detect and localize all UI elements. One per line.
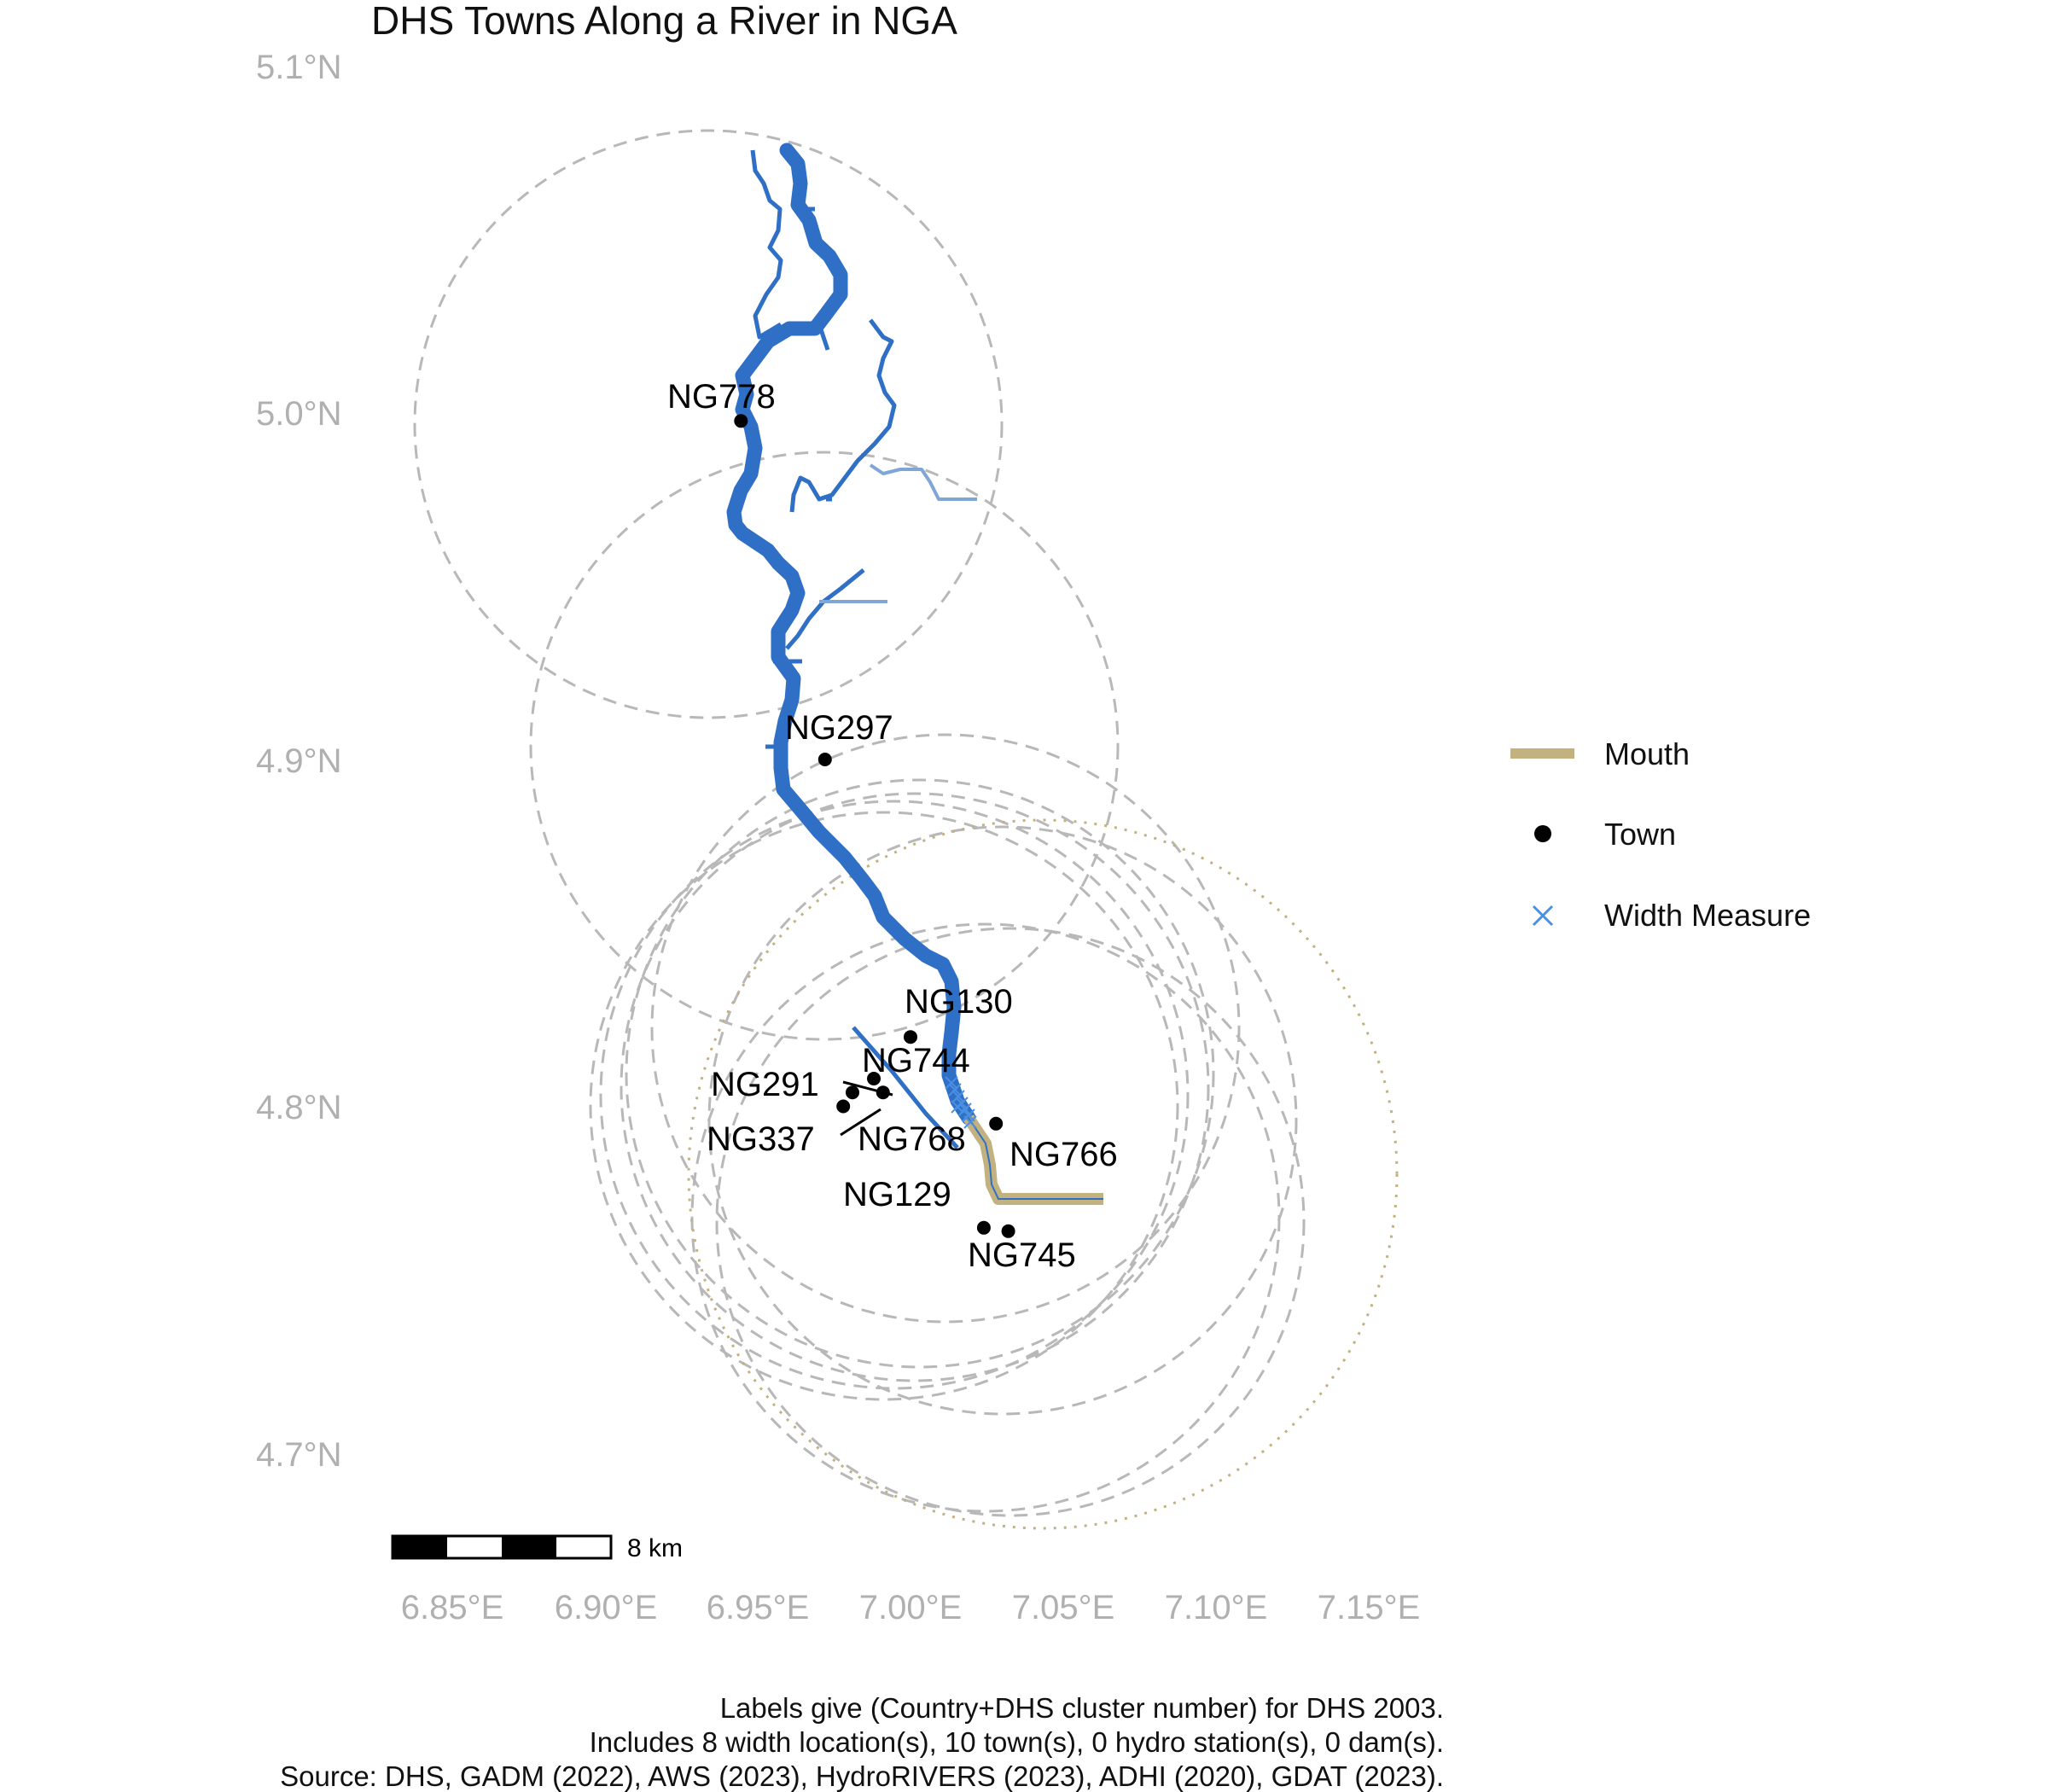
town-label-ng130: NG130 (905, 983, 1013, 1021)
map-title: DHS Towns Along a River in NGA (371, 0, 957, 43)
town-label-ng766: NG766 (1009, 1136, 1118, 1173)
town-point-ng766 (989, 1116, 1004, 1131)
caption-line-1: Labels give (Country+DHS cluster number)… (720, 1692, 1444, 1724)
scale-bar-segment (393, 1536, 447, 1558)
lon-tick-label: 7.15°E (1318, 1589, 1421, 1626)
town-label-ng744: NG744 (862, 1042, 970, 1079)
scale-bar-segment (502, 1536, 556, 1558)
town-labels: NG778 NG297 NG130 NG744 NG291 NG337 NG76… (667, 378, 1118, 1274)
buffer-circle-ng768 (620, 792, 1210, 1382)
town-label-ng745: NG745 (968, 1236, 1076, 1274)
main-river-channel (726, 143, 976, 1126)
caption: Labels give (Country+DHS cluster number)… (280, 1692, 1444, 1792)
town-label-ng768: NG768 (858, 1120, 966, 1158)
lon-tick-label: 7.10°E (1165, 1589, 1268, 1626)
buffer-circle-ng291 (599, 800, 1190, 1390)
tributary-light-east (869, 463, 977, 501)
legend-width-measure-label: Width Measure (1604, 898, 1811, 933)
town-point-ng768 (876, 1085, 890, 1100)
legend-width-measure-swatch (1532, 905, 1554, 927)
town-point-ng337 (836, 1099, 851, 1114)
tributary-west-upper (750, 149, 783, 340)
width-marker-icon (951, 1100, 964, 1114)
town-buffers (413, 129, 1306, 1517)
town-label-ng129: NG129 (843, 1176, 951, 1213)
town-point-ng129 (976, 1220, 991, 1235)
legend-mouth-label: Mouth (1604, 736, 1690, 771)
lon-tick-label: 7.00°E (859, 1589, 963, 1626)
width-marker-icon (951, 1090, 965, 1103)
mouth-buffer-circle (687, 818, 1399, 1530)
tributary-east-middle (785, 568, 865, 650)
buffer-circle-ng129 (690, 922, 1281, 1513)
town-point-ng744 (867, 1072, 881, 1085)
town-label-ng778: NG778 (667, 378, 776, 416)
width-marker-icon (958, 1103, 972, 1116)
town-label-ng291: NG291 (711, 1066, 819, 1103)
lon-tick-label: 7.05°E (1012, 1589, 1115, 1626)
width-measure-markers (945, 1076, 977, 1129)
lat-tick-label: 4.8°N (256, 1089, 342, 1126)
width-marker-icon (945, 1076, 958, 1090)
width-marker-icon (948, 1083, 962, 1097)
buffer-circle-ng337 (589, 811, 1179, 1401)
legend-town-label: Town (1604, 817, 1676, 852)
buffer-circle-ng745 (715, 927, 1306, 1517)
caption-line-2: Includes 8 width location(s), 10 town(s)… (590, 1726, 1444, 1758)
lat-tick-label: 5.1°N (256, 49, 342, 86)
width-marker-icon (963, 1115, 977, 1129)
legend-town-swatch (1534, 825, 1551, 842)
lat-tick-label: 4.9°N (256, 742, 342, 780)
tributary-lower-west (852, 1026, 959, 1149)
lat-tick-label: 5.0°N (256, 395, 342, 433)
mouth-centerline (968, 1117, 1103, 1200)
buffer-circle-ng778 (413, 129, 1004, 719)
town-label-ng297: NG297 (785, 709, 893, 747)
buffer-circle-ng130 (650, 733, 1241, 1324)
lat-axis: 5.1°N 5.0°N 4.9°N 4.8°N 4.7°N (256, 49, 342, 1474)
town-point-ng297 (817, 753, 832, 766)
town-point-ng745 (1001, 1224, 1015, 1238)
tributaries-light (819, 463, 977, 603)
lon-tick-label: 6.90°E (555, 1589, 658, 1626)
leader-line-ng337 (840, 1108, 881, 1137)
buffer-circle-ng744 (625, 778, 1215, 1369)
town-point-ng291 (846, 1085, 859, 1100)
legend: Mouth Town Width Measure (1510, 736, 1811, 933)
lat-tick-label: 4.7°N (256, 1436, 342, 1474)
scale-bar: 8 km (391, 1534, 683, 1562)
buffer-circle-ng297 (529, 451, 1120, 1041)
scale-bar-label: 8 km (627, 1534, 683, 1562)
town-label-ng337: NG337 (707, 1120, 815, 1158)
town-point-ng130 (904, 1030, 917, 1044)
tributary-east-upper (789, 318, 897, 513)
town-points (734, 414, 1015, 1238)
lon-tick-label: 6.85°E (401, 1589, 504, 1626)
caption-line-3: Source: DHS, GADM (2022), AWS (2023), Hy… (280, 1760, 1444, 1792)
lon-tick-label: 6.95°E (707, 1589, 810, 1626)
lon-axis: 6.85°E 6.90°E 6.95°E 7.00°E 7.05°E 7.10°… (401, 1589, 1421, 1626)
town-point-ng778 (734, 414, 748, 428)
